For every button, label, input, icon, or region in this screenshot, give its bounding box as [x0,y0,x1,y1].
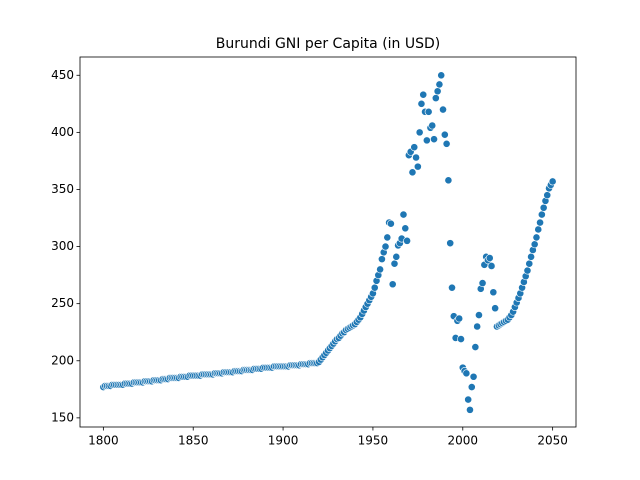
x-tick-label: 1950 [358,434,389,448]
point [419,90,428,99]
point [530,240,539,249]
point [388,280,397,289]
plot-frame [79,56,577,428]
point [543,191,552,200]
point [523,266,532,275]
point [457,335,465,343]
point [536,218,544,227]
point [435,80,444,89]
x-tick-label: 1850 [178,434,209,448]
point [487,262,496,270]
point [539,203,548,212]
point [478,279,487,288]
y-tick-label: 400 [51,125,74,139]
point [378,255,386,264]
point [455,314,464,323]
x-tick-label: 1900 [268,434,299,448]
point [548,177,557,186]
point [475,311,483,319]
point [446,239,455,248]
point [410,143,419,152]
point [448,283,456,292]
point [469,372,478,381]
y-tick-label: 150 [51,410,74,424]
point [424,107,433,116]
point [466,405,474,414]
x-tick-label: 1800 [88,434,119,448]
point [442,139,451,148]
point [415,128,424,137]
point [370,283,379,292]
point [444,176,453,185]
x-tick-label: 2050 [537,434,568,448]
point [491,304,500,313]
point [525,259,534,268]
point [403,236,411,245]
point [412,153,420,162]
y-tick-label: 450 [51,68,74,82]
y-tick-label: 350 [51,182,74,196]
point [440,130,449,139]
point [437,71,446,80]
point [433,87,442,96]
point [439,105,447,114]
point [489,288,498,297]
point [422,136,431,145]
point [430,135,438,144]
point [408,168,417,177]
point [431,94,440,103]
point [386,219,395,228]
y-tick-label: 250 [51,296,74,310]
point [464,395,473,404]
point [417,99,426,108]
point [390,259,399,268]
x-tick-label: 2000 [448,434,479,448]
point [534,225,543,234]
point [376,265,385,274]
chart-title: Burundi GNI per Capita (in USD) [216,36,441,52]
point [428,121,437,130]
y-tick-label: 200 [51,353,74,367]
point [471,343,480,351]
point [485,254,494,262]
y-tick-label: 300 [51,239,74,253]
point [473,322,482,331]
point [532,233,541,242]
point [527,252,535,261]
point [467,383,476,391]
point [413,162,422,171]
point [462,369,471,378]
point [537,210,546,219]
point [401,224,410,233]
point [392,252,401,261]
point [399,210,408,219]
point [381,242,390,251]
point [383,233,392,242]
